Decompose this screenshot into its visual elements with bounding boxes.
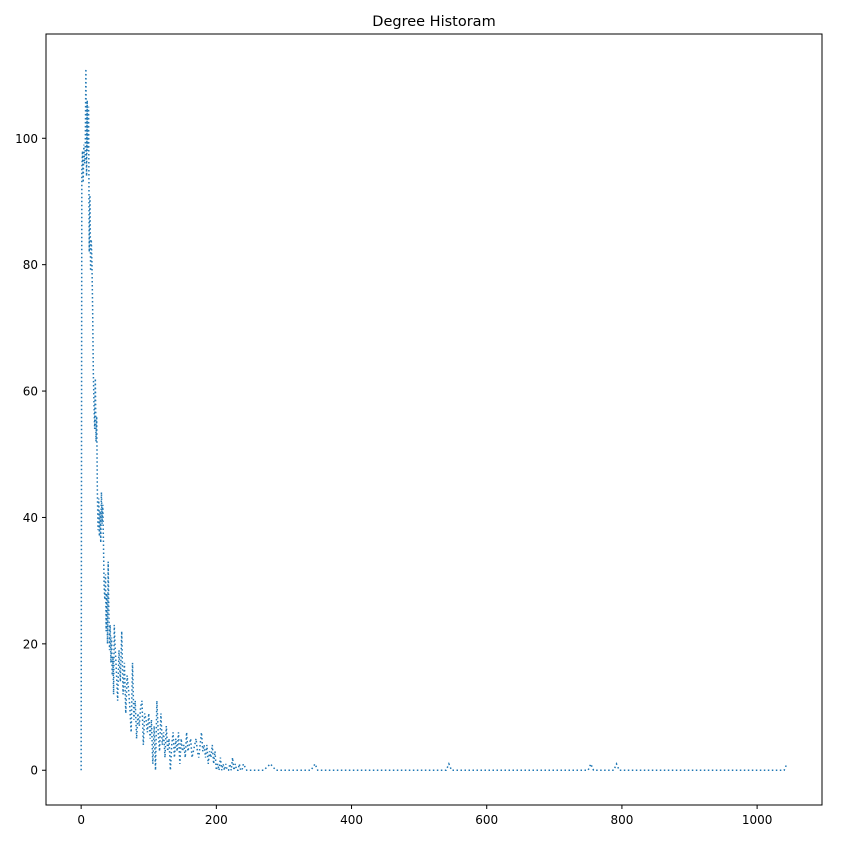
y-tick-label: 20 xyxy=(23,637,38,651)
x-axis: 0 200 400 600 800 1000 xyxy=(77,805,772,827)
y-tick-label: 0 xyxy=(30,764,38,778)
x-tick-label: 600 xyxy=(475,813,498,827)
x-tick-label: 200 xyxy=(205,813,228,827)
x-tick-label: 400 xyxy=(340,813,363,827)
y-tick-label: 60 xyxy=(23,385,38,399)
y-tick-label: 80 xyxy=(23,258,38,272)
x-tick-label: 800 xyxy=(610,813,633,827)
y-tick-label: 40 xyxy=(23,511,38,525)
plot-frame xyxy=(45,33,823,806)
series-line xyxy=(80,68,788,771)
y-axis: 0 20 40 60 80 100 xyxy=(15,132,46,778)
series-layer xyxy=(80,68,788,771)
chart-title: Degree Historam xyxy=(372,14,495,30)
x-tick-label: 0 xyxy=(77,813,85,827)
x-tick-label: 1000 xyxy=(742,813,773,827)
y-tick-label: 100 xyxy=(15,132,38,146)
